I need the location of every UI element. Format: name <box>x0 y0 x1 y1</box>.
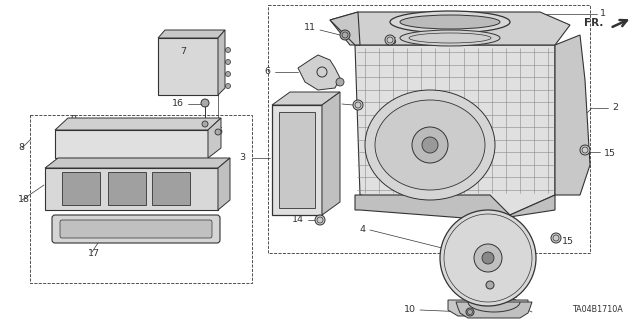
Polygon shape <box>158 30 225 38</box>
Text: 11: 11 <box>304 24 316 33</box>
Polygon shape <box>45 158 230 168</box>
Bar <box>268 5 590 253</box>
Text: 18: 18 <box>18 196 30 204</box>
Text: 12: 12 <box>446 272 458 281</box>
Text: 2: 2 <box>612 103 618 113</box>
Circle shape <box>353 100 363 110</box>
Text: TA04B1710A: TA04B1710A <box>572 306 623 315</box>
Text: 17: 17 <box>88 249 100 257</box>
Circle shape <box>215 129 221 135</box>
Text: 7: 7 <box>180 48 186 56</box>
Ellipse shape <box>375 100 485 190</box>
Text: 1: 1 <box>600 9 606 18</box>
Polygon shape <box>448 300 528 316</box>
Polygon shape <box>355 45 555 215</box>
Text: 14: 14 <box>292 216 304 225</box>
Polygon shape <box>55 130 208 158</box>
Polygon shape <box>330 12 360 45</box>
Circle shape <box>201 99 209 107</box>
Polygon shape <box>62 172 100 205</box>
Ellipse shape <box>365 90 495 200</box>
Text: 16: 16 <box>172 100 184 108</box>
FancyBboxPatch shape <box>52 215 220 243</box>
Circle shape <box>412 127 448 163</box>
Polygon shape <box>555 35 590 195</box>
Polygon shape <box>272 105 322 215</box>
Text: 16: 16 <box>212 127 224 136</box>
Ellipse shape <box>390 11 510 33</box>
Text: 15: 15 <box>386 38 398 47</box>
Text: 4: 4 <box>359 226 365 234</box>
Text: 13: 13 <box>326 98 338 107</box>
Circle shape <box>225 84 230 88</box>
FancyBboxPatch shape <box>60 220 212 238</box>
Circle shape <box>486 281 494 289</box>
Polygon shape <box>298 55 340 90</box>
Polygon shape <box>208 118 221 158</box>
Polygon shape <box>218 158 230 210</box>
Polygon shape <box>158 38 218 95</box>
Circle shape <box>580 145 590 155</box>
Polygon shape <box>152 172 190 205</box>
Polygon shape <box>218 30 225 95</box>
Circle shape <box>385 35 395 45</box>
Text: 5: 5 <box>511 296 517 306</box>
Circle shape <box>474 244 502 272</box>
Circle shape <box>340 30 350 40</box>
Text: 15: 15 <box>604 149 616 158</box>
Polygon shape <box>272 92 340 105</box>
Polygon shape <box>55 118 221 130</box>
Ellipse shape <box>400 30 500 46</box>
Polygon shape <box>330 12 570 45</box>
Circle shape <box>202 121 208 127</box>
Polygon shape <box>322 92 340 215</box>
Ellipse shape <box>400 15 500 29</box>
Text: 6: 6 <box>264 68 270 77</box>
Polygon shape <box>108 172 146 205</box>
Circle shape <box>440 210 536 306</box>
Circle shape <box>466 308 474 316</box>
Circle shape <box>315 215 325 225</box>
Circle shape <box>225 60 230 64</box>
Polygon shape <box>355 195 555 220</box>
Circle shape <box>422 137 438 153</box>
Polygon shape <box>45 168 218 210</box>
Text: 3: 3 <box>239 153 245 162</box>
Text: 15: 15 <box>562 236 574 246</box>
Circle shape <box>225 71 230 77</box>
Polygon shape <box>456 302 532 318</box>
Circle shape <box>551 233 561 243</box>
Text: FR.: FR. <box>584 18 603 28</box>
Circle shape <box>225 48 230 53</box>
Text: 9: 9 <box>70 115 76 124</box>
Text: 8: 8 <box>18 144 24 152</box>
Bar <box>30 115 252 283</box>
Polygon shape <box>279 112 315 208</box>
Circle shape <box>482 252 494 264</box>
Text: 10: 10 <box>404 306 416 315</box>
Circle shape <box>336 78 344 86</box>
